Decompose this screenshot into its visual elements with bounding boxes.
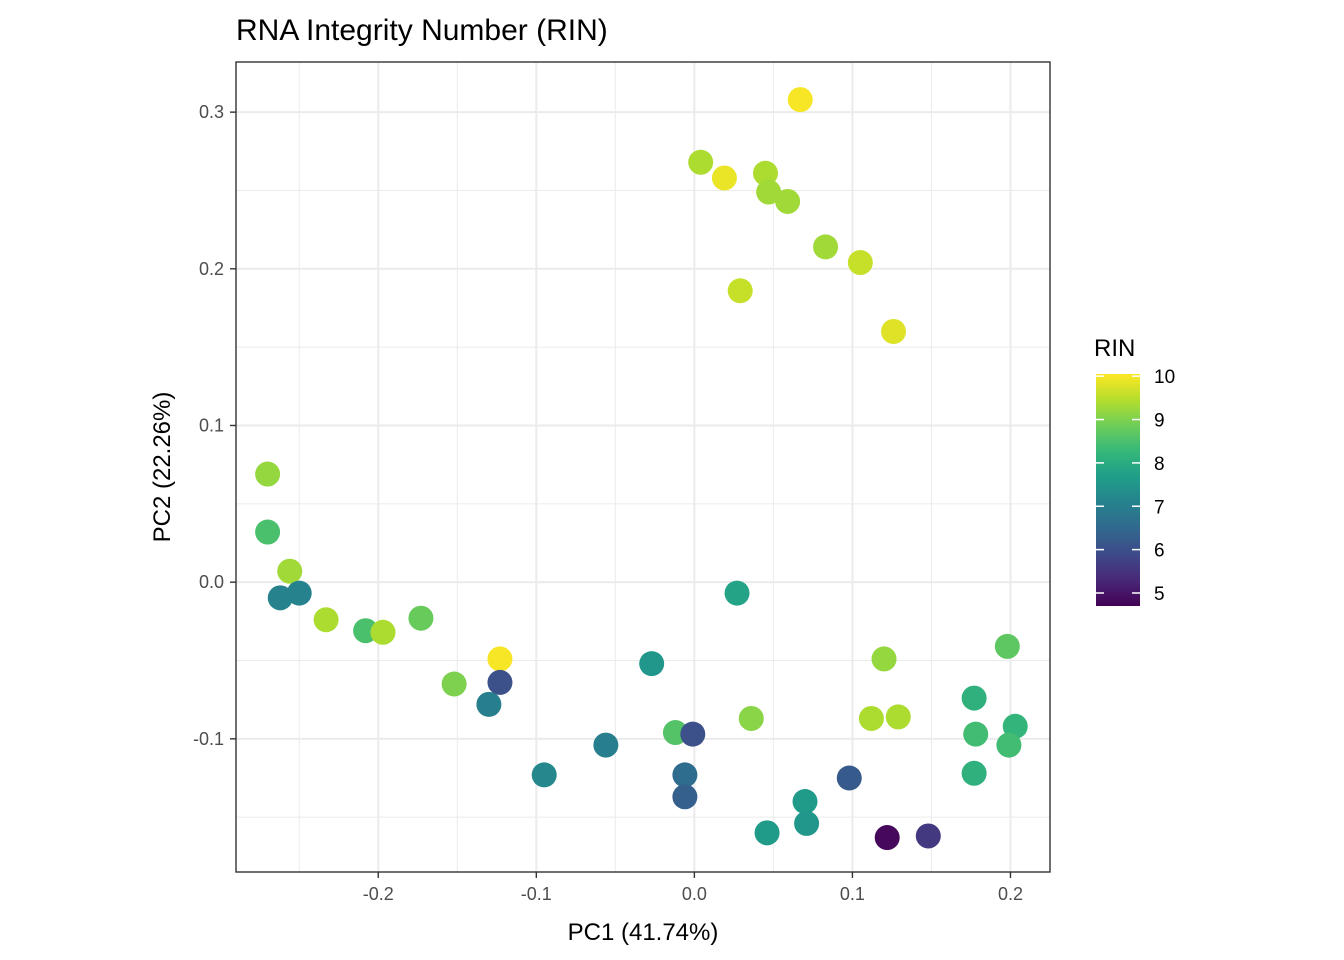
scatter-point [996, 732, 1022, 758]
scatter-point [441, 671, 467, 697]
scatter-point [738, 705, 764, 731]
scatter-point [885, 704, 911, 730]
colorbar-label: 7 [1154, 497, 1165, 518]
y-tick-label: 0.2 [199, 259, 224, 279]
scatter-point [756, 179, 782, 205]
scatter-point [672, 784, 698, 810]
x-tick-label: -0.1 [521, 884, 552, 904]
colorbar-ticks: 5 6 7 8 9 10 [1096, 367, 1175, 605]
data-points [255, 87, 1028, 851]
scatter-point [1002, 713, 1028, 739]
colorbar-label: 9 [1154, 411, 1165, 432]
colorbar-label: 6 [1154, 541, 1165, 562]
legend-title: RIN [1094, 335, 1135, 362]
scatter-point [858, 705, 884, 731]
scatter-point [724, 580, 750, 606]
y-axis-title: PC2 (22.26%) [149, 392, 176, 543]
scatter-point [961, 760, 987, 786]
scatter-point [787, 87, 813, 113]
y-tick-label: -0.1 [193, 729, 224, 749]
plot-panel-border [235, 61, 1051, 873]
scatter-point [487, 646, 513, 672]
scatter-point [871, 646, 897, 672]
scatter-point [531, 762, 557, 788]
colorbar [1096, 374, 1140, 606]
scatter-point [408, 605, 434, 631]
scatter-point [688, 149, 714, 175]
scatter-point [267, 585, 293, 611]
plot-panel-background [236, 62, 1050, 872]
y-tick-label: 0.0 [199, 572, 224, 592]
rin-colorbar-legend: RIN 5 6 7 8 9 10 [1094, 335, 1175, 606]
x-axis: -0.2 -0.1 0.0 0.1 0.2 [363, 872, 1023, 904]
y-axis: -0.1 0.0 0.1 0.2 0.3 [193, 102, 236, 749]
scatter-point [727, 278, 753, 304]
scatter-point [961, 685, 987, 711]
x-tick-label: 0.1 [840, 884, 865, 904]
x-tick-label: 0.0 [682, 884, 707, 904]
x-tick-label: 0.2 [998, 884, 1023, 904]
scatter-point [847, 250, 873, 276]
scatter-point [874, 825, 900, 851]
scatter-point [794, 810, 820, 836]
scatter-point [370, 619, 396, 645]
x-tick-label: -0.2 [363, 884, 394, 904]
colorbar-label: 8 [1154, 454, 1165, 475]
scatter-point [476, 691, 502, 717]
scatter-point [792, 788, 818, 814]
scatter-point [994, 633, 1020, 659]
y-tick-label: 0.3 [199, 102, 224, 122]
scatter-point [672, 762, 698, 788]
scatter-point [313, 607, 339, 633]
scatter-point [639, 651, 665, 677]
scatter-point [286, 580, 312, 606]
scatter-point [752, 160, 778, 186]
chart-title: RNA Integrity Number (RIN) [236, 14, 608, 47]
scatter-point [881, 318, 907, 344]
scatter-point [487, 669, 513, 695]
scatter-point [915, 823, 941, 849]
y-tick-label: 0.1 [199, 415, 224, 435]
colorbar-label: 10 [1154, 367, 1175, 388]
scatter-point [963, 721, 989, 747]
colorbar-label: 5 [1154, 584, 1165, 605]
x-axis-title: PC1 (41.74%) [568, 919, 719, 946]
scatter-point [255, 461, 281, 487]
scatter-point [593, 732, 619, 758]
scatter-point [813, 234, 839, 260]
scatter-point [711, 165, 737, 191]
scatter-point [255, 519, 281, 545]
scatter-point [836, 765, 862, 791]
scatter-point [277, 558, 303, 584]
scatter-point [754, 820, 780, 846]
scatter-point [775, 188, 801, 214]
scatter-point [680, 721, 706, 747]
